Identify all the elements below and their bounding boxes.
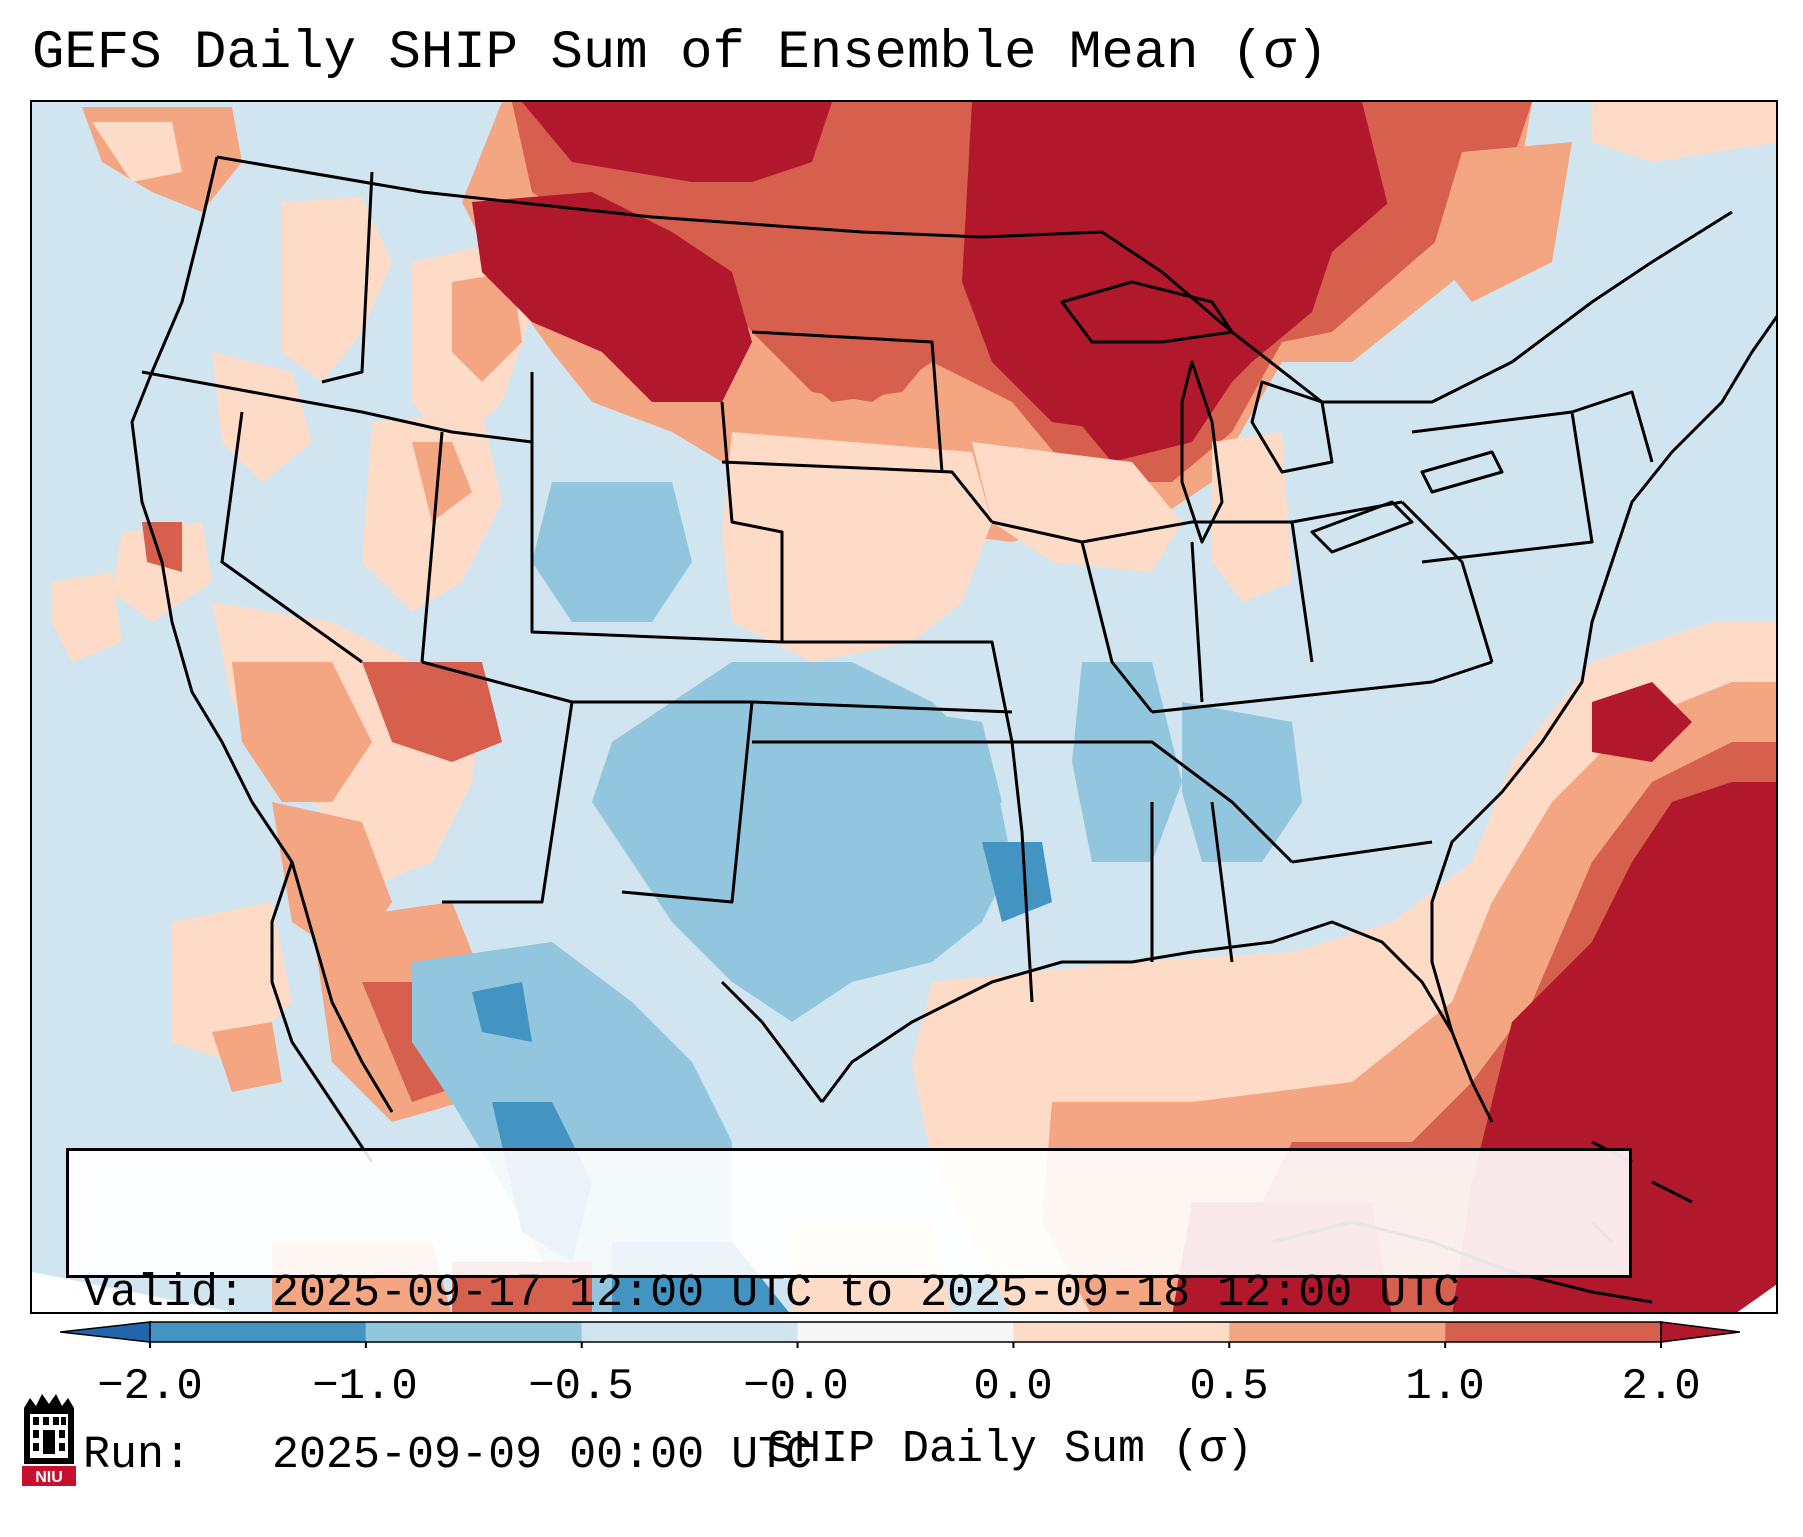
baja-coastline	[270, 861, 374, 1163]
colorbar-tick-1: −1.0	[312, 1362, 418, 1412]
map-panel[interactable]	[30, 100, 1778, 1314]
canada-border	[216, 155, 1733, 404]
lake-huron	[1250, 380, 1334, 474]
colorbar-tick-7: 2.0	[1621, 1362, 1701, 1412]
boundaries	[130, 155, 1776, 1304]
colorbar	[60, 1321, 1740, 1348]
gulf-coastline	[820, 920, 1494, 1123]
valid-time-text: Valid: 2025-09-17 12:00 UTC to 2025-09-1…	[83, 1268, 1461, 1319]
colorbar-tick-4: 0.0	[973, 1362, 1053, 1412]
colorbar-bin-0	[150, 1322, 366, 1342]
map-title: GEFS Daily SHIP Sum of Ensemble Mean (σ)	[32, 23, 1329, 84]
colorbar-tick-5: 0.5	[1189, 1362, 1269, 1412]
run-time-text: Run: 2025-09-09 00:00 UTC	[83, 1430, 813, 1481]
colorbar-extend-high	[1660, 1321, 1740, 1343]
colorbar-bin-5	[1229, 1322, 1446, 1342]
lake-superior	[1060, 280, 1234, 344]
colorbar-tick-2: −0.5	[528, 1362, 634, 1412]
niu-logo-icon: NIU	[22, 1394, 76, 1486]
colorbar-tick-3: −0.0	[743, 1362, 849, 1412]
lake-michigan	[1180, 360, 1224, 544]
projection-edge-right	[1737, 1284, 1776, 1312]
northern-hot-fields	[462, 102, 1776, 562]
colorbar-bin-1	[365, 1322, 582, 1342]
colorbar-tick-6: 1.0	[1405, 1362, 1485, 1412]
colorbar-label: SHIP Daily Sum (σ)	[766, 1424, 1254, 1475]
lake-ontario	[1420, 450, 1504, 494]
colorbar-bin-2	[581, 1322, 798, 1342]
atlantic-coastline	[1430, 315, 1776, 1033]
colorbar-bin-6	[1445, 1322, 1661, 1342]
southwest-warm-fields	[172, 602, 502, 1122]
colorbar-segments	[60, 1321, 1740, 1348]
colorbar-extend-low	[60, 1321, 151, 1343]
lake-erie	[1310, 500, 1414, 554]
projection-edge-left	[32, 1272, 232, 1312]
texas-coastline	[720, 980, 824, 1103]
colorbar-outline	[149, 1321, 1662, 1343]
west-coastline	[130, 156, 394, 1113]
valid-run-info-box: Valid: 2025-09-17 12:00 UTC to 2025-09-1…	[66, 1148, 1632, 1481]
western-warm-fields	[52, 107, 532, 662]
niu-logo-text: NIU	[35, 1469, 63, 1486]
colorbar-tick-0: −2.0	[97, 1362, 203, 1412]
ship-map	[32, 102, 1776, 1312]
central-warm-fields	[362, 412, 1292, 662]
colorbar-bin-3	[797, 1322, 1014, 1342]
colorbar-bin-4	[1013, 1322, 1230, 1342]
